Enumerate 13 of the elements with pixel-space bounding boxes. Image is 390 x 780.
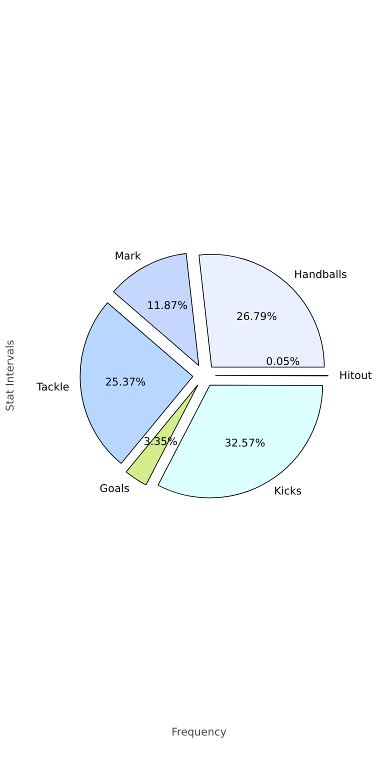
slice-label: Hitout xyxy=(339,369,372,382)
text: Frequency xyxy=(171,726,227,738)
slice-label: Handballs xyxy=(294,268,348,282)
data-label: 0.05% xyxy=(266,355,300,368)
data-label: 26.79% xyxy=(236,310,277,324)
data-label: 11.87% xyxy=(146,299,188,312)
data-label: 25.37% xyxy=(105,376,146,389)
slice-label: Goals xyxy=(100,482,130,495)
slice-label: Tackle xyxy=(35,380,70,394)
data-label: 32.57% xyxy=(224,436,266,450)
slice-label: Kicks xyxy=(274,484,302,498)
slice-label: Mark xyxy=(114,249,142,262)
text: Stat Intervals xyxy=(4,339,16,412)
